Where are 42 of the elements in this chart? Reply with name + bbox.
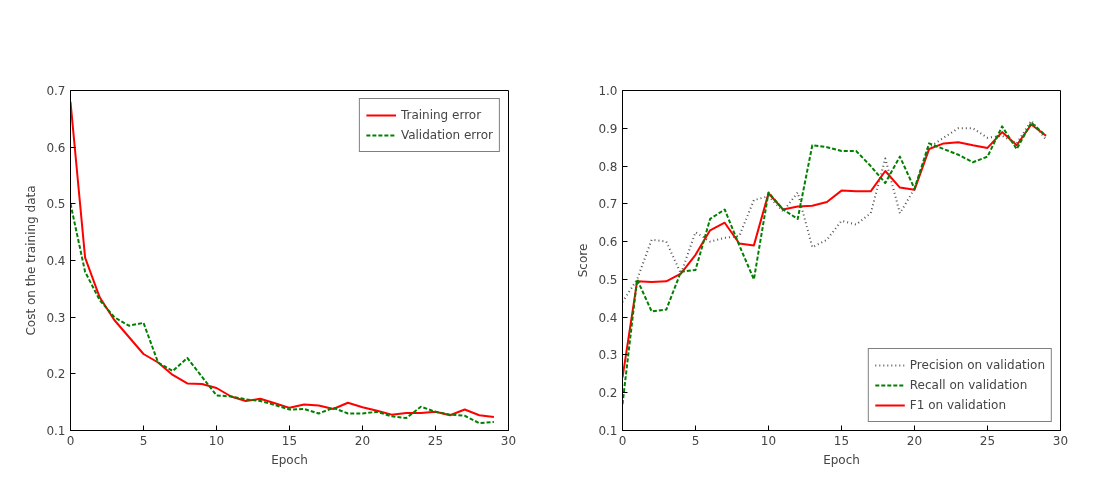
legend-label: Precision on validation xyxy=(909,358,1045,372)
y-tick-label: 0.2 xyxy=(46,367,66,382)
x-tick-label: 5 xyxy=(691,433,700,448)
y-tick-label: 0.8 xyxy=(598,159,618,174)
legend-label: Recall on validation xyxy=(909,378,1028,392)
y-tick-label: 0.4 xyxy=(46,254,66,268)
y-tick-label: 0.9 xyxy=(598,121,618,136)
x-tick-label: 15 xyxy=(281,433,298,448)
x-axis-title: Epoch xyxy=(823,452,860,467)
y-tick-label: 0.1 xyxy=(46,424,66,438)
y-tick-label: 0.3 xyxy=(46,310,66,325)
y-tick-label: 0.3 xyxy=(598,348,618,363)
line-series xyxy=(70,100,495,418)
y-tick-label: 0.4 xyxy=(598,310,618,325)
legend-label: Training error xyxy=(400,108,482,122)
x-tick-label: 0 xyxy=(618,433,627,448)
y-tick-label: 0.6 xyxy=(598,235,618,250)
y-tick-label: 0.5 xyxy=(46,197,66,212)
x-tick-label: 15 xyxy=(833,433,850,448)
y-tick-label: 0.7 xyxy=(46,84,66,98)
legend-label: F1 on validation xyxy=(909,398,1006,412)
y-axis-title: Score xyxy=(576,243,591,278)
y-tick-label: 0.2 xyxy=(598,386,618,401)
x-tick-label: 0 xyxy=(66,433,75,448)
x-tick-label: 10 xyxy=(208,433,225,448)
x-tick-label: 20 xyxy=(354,433,371,448)
x-tick-label: 30 xyxy=(1052,433,1069,448)
x-tick-label: 20 xyxy=(906,433,923,448)
x-tick-label: 30 xyxy=(500,433,517,448)
y-axis-title: Cost on the training data xyxy=(24,185,39,336)
y-tick-label: 0.1 xyxy=(598,424,618,438)
x-axis-title: Epoch xyxy=(271,452,308,467)
y-tick-label: 0.7 xyxy=(598,197,618,212)
x-tick-label: 25 xyxy=(427,433,444,448)
x-tick-label: 10 xyxy=(760,433,777,448)
y-tick-label: 0.6 xyxy=(46,140,66,155)
legend-label: Validation error xyxy=(400,128,493,142)
x-tick-label: 5 xyxy=(139,433,148,448)
line-series xyxy=(70,202,495,425)
x-tick-label: 25 xyxy=(979,433,996,448)
y-tick-label: 0.5 xyxy=(598,272,618,287)
y-tick-label: 1.0 xyxy=(598,84,618,98)
